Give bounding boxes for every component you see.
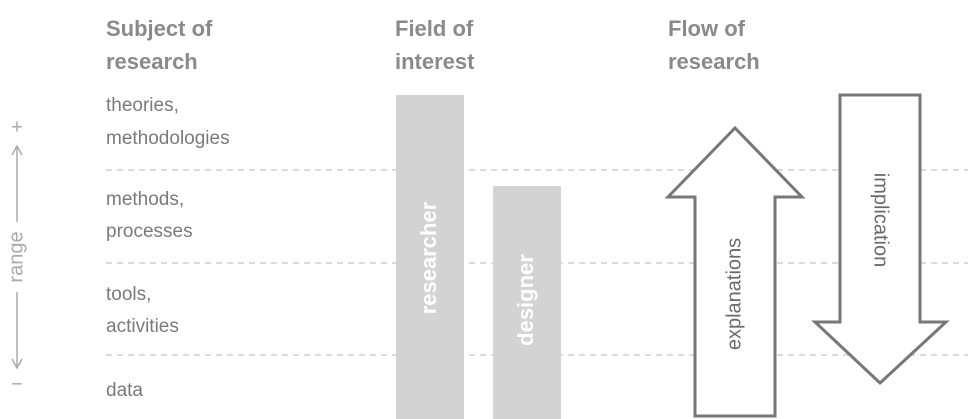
axis-plus: + xyxy=(11,116,23,138)
axis-arrowhead xyxy=(11,358,23,370)
header: Field of xyxy=(395,16,474,41)
row-label: processes xyxy=(106,221,193,242)
axis-arrowhead xyxy=(11,144,23,156)
header: research xyxy=(106,49,198,74)
axis-label: range xyxy=(5,231,27,282)
down-arrow xyxy=(811,93,950,386)
row-label: theories, xyxy=(106,95,179,116)
arrow-label: explanations xyxy=(723,238,745,350)
row-label: tools, xyxy=(106,284,151,305)
axis-minus: − xyxy=(11,373,23,395)
row-label: data xyxy=(106,380,143,401)
row-label: activities xyxy=(106,316,179,337)
bar xyxy=(396,95,464,419)
bar xyxy=(493,186,561,419)
header: Flow of xyxy=(668,16,746,41)
header: Subject of xyxy=(106,16,213,41)
header: interest xyxy=(395,49,475,74)
bar-label: designer xyxy=(513,254,538,346)
up-arrow xyxy=(664,125,806,418)
arrow-label: implication xyxy=(870,173,892,267)
header: research xyxy=(668,49,760,74)
row-label: methods, xyxy=(106,189,184,210)
row-label: methodologies xyxy=(106,128,230,149)
bar-label: researcher xyxy=(416,201,441,314)
